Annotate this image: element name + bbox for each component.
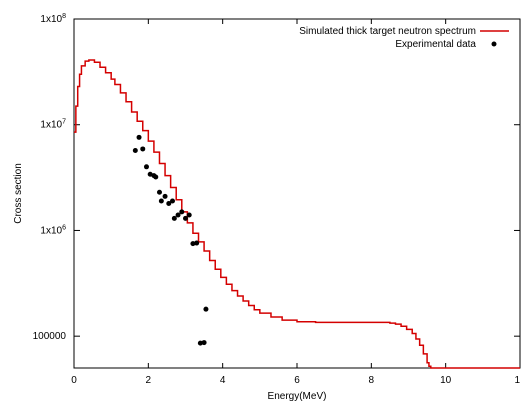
experimental-data-point — [140, 146, 146, 152]
y-tick-label-base: 1x10 — [40, 14, 62, 25]
experimental-data-point — [186, 212, 192, 218]
experimental-data-point — [143, 164, 149, 170]
legend-marker-experimental — [491, 41, 497, 47]
experimental-data-point — [197, 340, 203, 346]
experimental-data-point — [190, 241, 196, 247]
y-axis-label: Cross section — [13, 163, 24, 224]
experimental-data-point — [132, 148, 138, 154]
experimental-data-point — [179, 209, 185, 215]
y-tick-label: 1x108 — [40, 13, 66, 25]
x-tick-label: 2 — [146, 375, 152, 386]
x-tick-label: 10 — [440, 375, 452, 386]
x-axis-label: Energy(MeV) — [268, 391, 327, 401]
y-tick-label: 1x107 — [40, 119, 66, 131]
experimental-data-point — [194, 240, 200, 246]
x-tick-label: 6 — [294, 375, 300, 386]
x-tick-label: 0 — [71, 375, 77, 386]
y-tick-label-exponent: 8 — [62, 13, 66, 20]
y-tick-label: 1x106 — [40, 224, 66, 236]
experimental-data-point — [162, 193, 168, 199]
experimental-data-point — [169, 198, 175, 204]
simulated-spectrum-line — [74, 59, 520, 369]
y-tick-label-base: 1x10 — [40, 120, 62, 131]
legend-label-simulated: Simulated thick target neutron spectrum — [299, 26, 476, 37]
y-tick-label-exponent: 7 — [62, 119, 66, 126]
x-tick-label: 1 — [514, 375, 520, 386]
experimental-data-point — [136, 134, 142, 140]
experimental-data-point — [175, 212, 181, 218]
experimental-data-point — [183, 215, 188, 221]
x-tick-label: 8 — [369, 375, 375, 386]
x-tick-label: 4 — [220, 375, 226, 386]
experimental-data-point — [166, 200, 172, 206]
experimental-data-point — [171, 215, 177, 221]
experimental-data-point — [156, 189, 162, 195]
y-tick-label: 100000 — [33, 331, 67, 342]
plot-frame — [73, 18, 521, 369]
experimental-data-point — [201, 340, 207, 346]
experimental-data-point — [153, 174, 159, 180]
y-tick-label-exponent: 6 — [62, 224, 66, 231]
legend-label-experimental: Experimental data — [395, 39, 476, 50]
experimental-data-point — [203, 306, 209, 312]
experimental-data-point — [158, 198, 164, 204]
y-tick-label-base: 1x10 — [40, 225, 62, 236]
